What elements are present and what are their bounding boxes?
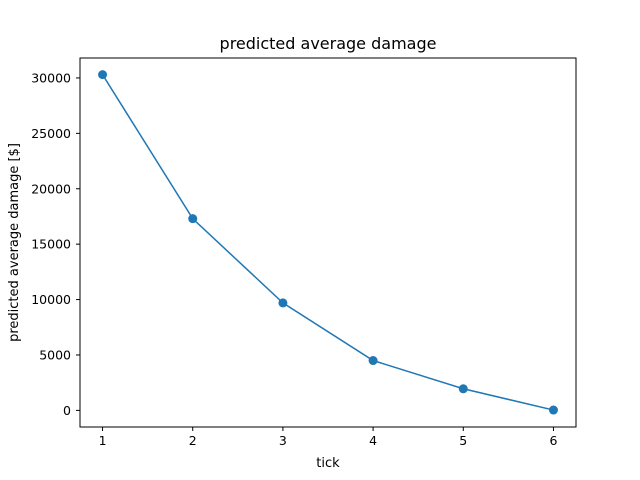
- x-tick-label: 5: [459, 433, 467, 448]
- x-axis-label: tick: [316, 456, 340, 471]
- y-axis-label: predicted average damage [$]: [7, 143, 22, 342]
- y-tick-label: 5000: [39, 347, 71, 362]
- y-tick-label: 10000: [31, 292, 71, 307]
- data-point: [368, 356, 378, 366]
- y-tick-label: 20000: [31, 181, 71, 196]
- x-tick-label: 4: [369, 433, 377, 448]
- chart-title: predicted average damage: [220, 34, 437, 53]
- series-layer: [98, 70, 558, 415]
- data-point: [458, 384, 468, 394]
- x-tick-label: 3: [279, 433, 287, 448]
- y-tick-label: 0: [63, 403, 71, 418]
- data-point: [188, 214, 198, 224]
- series-line: [101, 74, 554, 411]
- x-tick-label: 2: [189, 433, 197, 448]
- y-tick-label: 30000: [31, 70, 71, 85]
- x-tick-label: 6: [549, 433, 557, 448]
- x-axis: 1 2 3 4 5 6: [99, 427, 557, 448]
- data-point: [548, 405, 558, 415]
- y-tick-label: 15000: [31, 237, 71, 252]
- plot-area: [79, 57, 577, 428]
- data-point: [98, 70, 108, 80]
- data-point: [278, 298, 288, 308]
- y-axis: 0 5000 10000 15000 20000 25000 30000: [31, 70, 80, 418]
- y-tick-label: 25000: [31, 126, 71, 141]
- x-tick-label: 1: [99, 433, 107, 448]
